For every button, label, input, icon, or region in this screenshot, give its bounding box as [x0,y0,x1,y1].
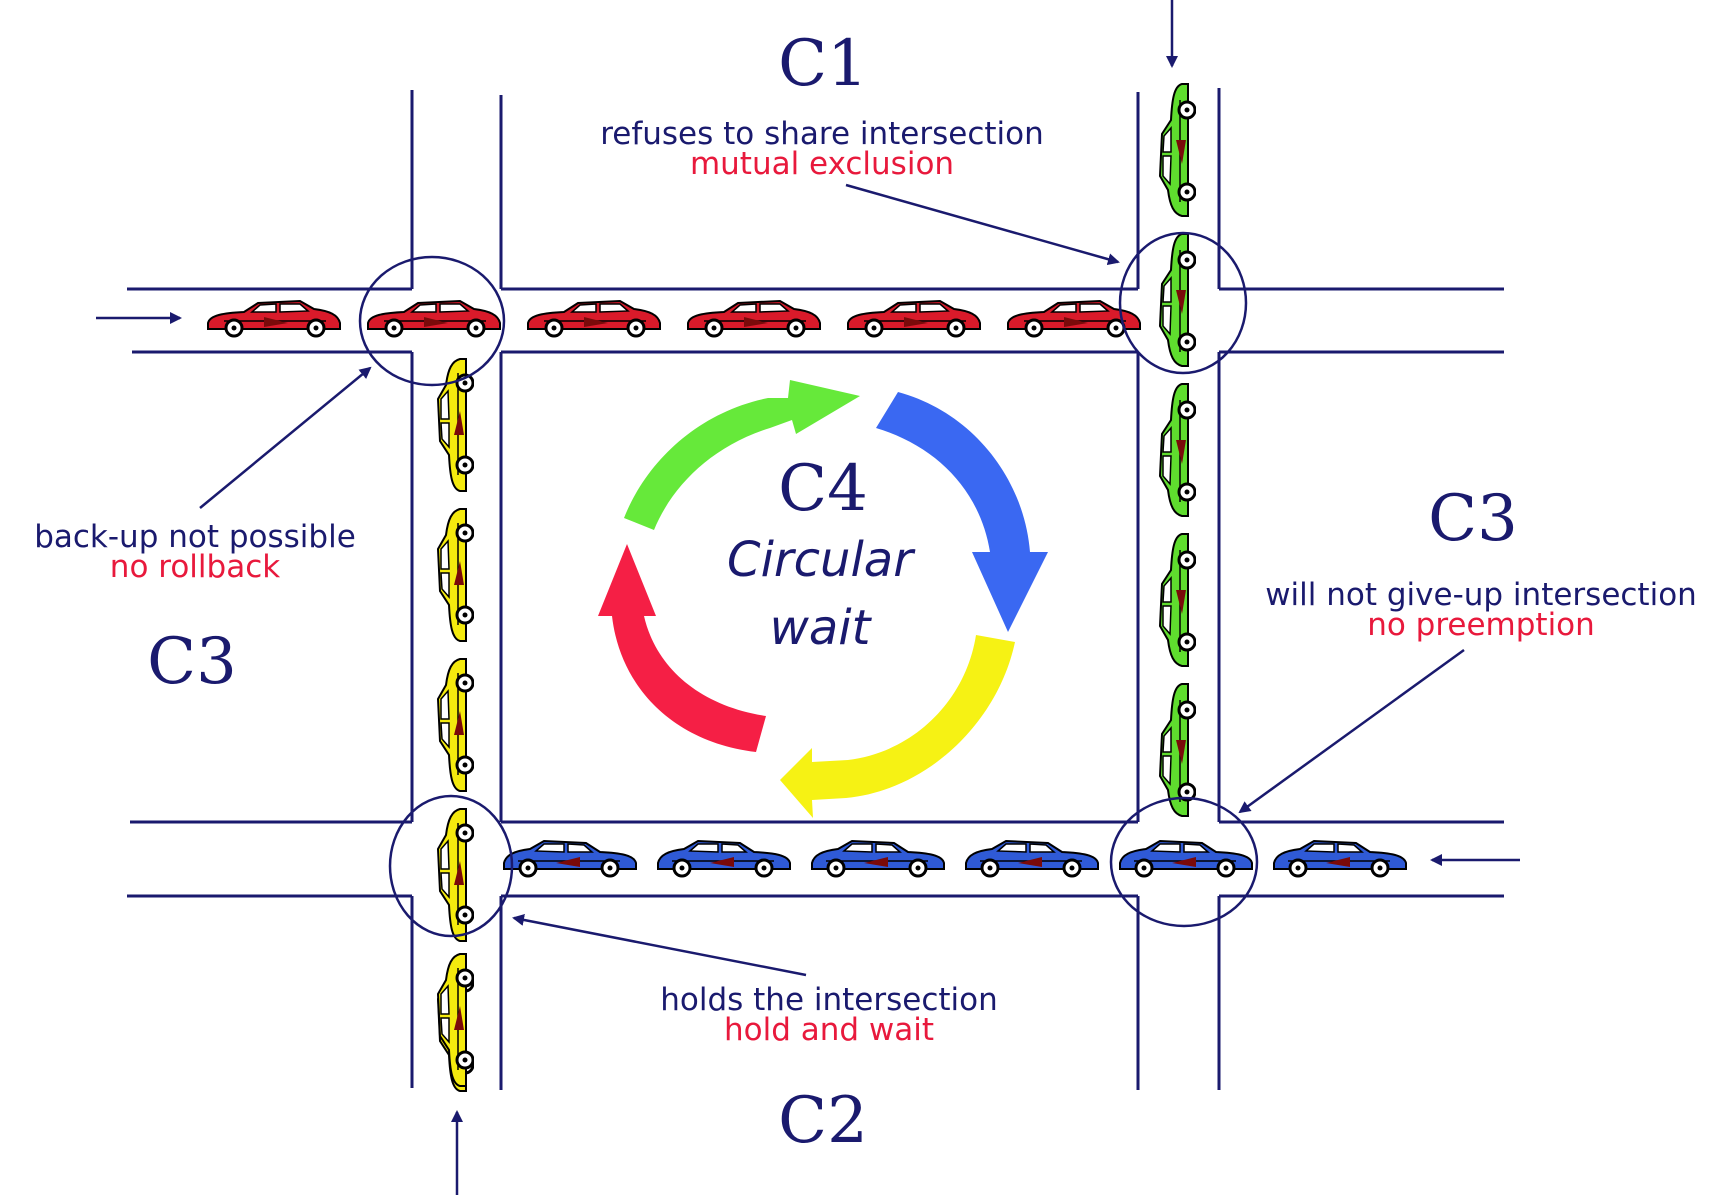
car-blue [812,841,944,876]
car-yellow [438,954,473,1086]
cycle-arrow-yellow [780,635,1015,818]
car-blue [1274,841,1406,876]
car-green [1160,684,1195,816]
heading-c3-right: C3 [1428,482,1518,556]
center-wait: wait [770,600,873,656]
car-red [848,301,980,336]
pointer-rollback [200,368,370,508]
car-red [528,301,660,336]
car-yellow [438,359,473,491]
heading-c4: C4 [778,452,868,526]
car-blue [1120,841,1252,876]
car-red [688,301,820,336]
car-blue [658,841,790,876]
car-blue [966,841,1098,876]
heading-c2: C2 [778,1084,868,1158]
pointer-hold [514,918,806,975]
pointer-preemption [1240,650,1464,812]
car-green [1160,534,1195,666]
car-green [1160,234,1195,366]
pointer-mutual [846,185,1118,262]
annotation-rollback-condition: no rollback [110,549,280,585]
annotation-preemption-condition: no preemption [1367,607,1595,643]
cycle-arrow-blue [876,392,1048,632]
car-yellow [438,659,473,791]
car-yellow [438,809,473,941]
annotation-hold-condition: hold and wait [724,1012,934,1048]
heading-c1: C1 [778,27,868,101]
center-circular: Circular [727,532,916,588]
car-green [1160,384,1195,516]
heading-c3-left: C3 [147,625,237,699]
car-red [368,301,500,336]
car-green [1160,84,1195,216]
car-yellow [438,509,473,641]
cycle-arrows [598,380,1048,818]
car-red [208,301,340,336]
annotation-mutual-condition: mutual exclusion [690,146,954,182]
car-blue [504,841,636,876]
